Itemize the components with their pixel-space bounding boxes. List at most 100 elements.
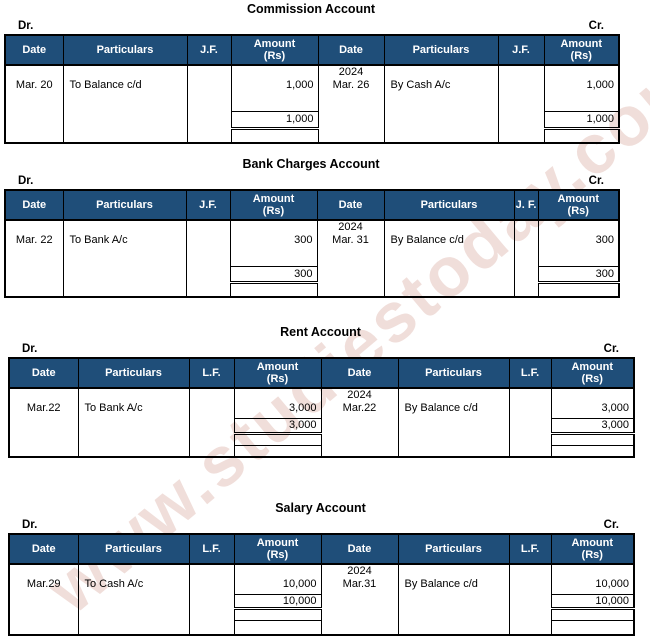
cell-blank: [508, 445, 551, 457]
header-folio-debit: J.F.: [186, 35, 231, 66]
total-row: 3,000 3,000: [9, 417, 634, 435]
credit-total: 1,000: [543, 110, 619, 130]
debit-particulars: To Balance c/d: [62, 65, 187, 111]
amount-label-line2: (Rs): [262, 205, 285, 217]
cell-blank: [317, 111, 384, 128]
debit-total: 3,000: [233, 417, 321, 435]
credit-amount: 10,000: [550, 564, 634, 594]
amount-label-line2: (Rs): [567, 205, 589, 217]
cell-blank: [188, 433, 234, 445]
cr-label: Cr.: [588, 20, 604, 32]
entry-row: Mar.29 To Cash A/c 10,000 2024 Mar.31 By …: [9, 564, 634, 594]
blank-row: [9, 433, 634, 446]
credit-particulars: By Cash A/c: [383, 65, 498, 111]
debit-date-cell: Mar.29: [9, 564, 78, 594]
cell-blank: [513, 282, 538, 297]
cell-blank: [188, 608, 234, 620]
cell-blank: [316, 282, 384, 297]
header-particulars-credit: Particulars: [383, 190, 514, 221]
cell-blank: [9, 445, 78, 457]
debit-date: Mar.22: [26, 402, 61, 414]
credit-date-cell: 2024 Mar. 26: [317, 65, 384, 111]
header-amount-debit: Amount (Rs): [233, 358, 321, 389]
header-amount-credit: Amount (Rs): [543, 35, 619, 66]
cell-blank: [320, 608, 398, 620]
credit-date-cell: 2024 Mar.31: [320, 564, 398, 594]
amount-label-line2: (Rs): [266, 373, 289, 385]
credit-total: 300: [537, 265, 619, 284]
header-amount-credit: Amount (Rs): [550, 358, 634, 389]
credit-year: 2024: [347, 565, 372, 577]
cell-blank: [77, 594, 189, 608]
cell-blank: [383, 128, 498, 143]
credit-year: 2024: [338, 221, 363, 233]
header-date-credit: Date: [317, 35, 384, 66]
cell-blank: [508, 594, 551, 608]
cell-blank: [9, 608, 78, 620]
credit-year: 2024: [347, 389, 372, 401]
dr-label: Dr.: [22, 343, 38, 355]
cell-blank: [550, 620, 634, 635]
debit-year: [10, 565, 78, 578]
total-row: 1,000 1,000: [5, 110, 619, 130]
cell-blank: [62, 111, 187, 128]
cell-blank: [186, 128, 231, 143]
debit-year: [6, 221, 63, 234]
amount-label-line1: Amount: [256, 361, 299, 373]
cell-blank: [508, 620, 551, 635]
account-title: Salary Account: [275, 501, 366, 515]
debit-date: Mar. 20: [15, 79, 53, 91]
credit-amount: 300: [537, 220, 619, 266]
cell-blank: [77, 620, 189, 635]
header-folio-debit: J.F.: [185, 190, 230, 221]
cell-blank: [230, 128, 318, 143]
credit-folio-cell: [508, 564, 551, 594]
cell-blank: [317, 128, 384, 143]
header-amount-debit: Amount (Rs): [233, 534, 321, 565]
header-particulars-credit: Particulars: [397, 534, 509, 565]
dr-label: Dr.: [22, 519, 38, 531]
cell-blank: [9, 620, 78, 635]
cell-blank: [383, 266, 514, 282]
cell-blank: [77, 433, 189, 445]
ledger-table: Date Particulars L.F. Amount (Rs) Date Pa…: [8, 533, 635, 636]
cell-blank: [62, 266, 186, 282]
header-particulars-debit: Particulars: [62, 35, 187, 66]
header-particulars-credit: Particulars: [383, 35, 498, 66]
header-date-debit: Date: [9, 358, 78, 389]
cell-blank: [497, 111, 544, 128]
entry-row: Mar. 20 To Balance c/d 1,000 2024 Mar. 26…: [5, 65, 619, 111]
credit-date: Mar.22: [342, 402, 377, 414]
header-folio-credit: L.F.: [508, 534, 551, 565]
amount-label-line1: Amount: [560, 38, 603, 50]
header-date-debit: Date: [5, 190, 63, 221]
cell-blank: [186, 111, 231, 128]
amount-label-line1: Amount: [253, 38, 296, 50]
credit-folio-cell: [513, 220, 538, 266]
cell-blank: [397, 620, 509, 635]
header-folio-debit: L.F.: [188, 358, 234, 389]
header-row: Date Particulars J.F. Amount (Rs) Date Pa…: [5, 190, 619, 221]
amount-label-line2: (Rs): [581, 373, 603, 385]
cell-blank: [5, 111, 63, 128]
debit-amount: 10,000: [233, 564, 321, 594]
cell-blank: [320, 445, 398, 457]
cell-blank: [233, 608, 321, 621]
debit-folio-cell: [186, 65, 231, 111]
debit-particulars: To Cash A/c: [77, 564, 189, 594]
cell-blank: [188, 445, 234, 457]
cell-blank: [9, 594, 78, 608]
cell-blank: [5, 282, 63, 297]
cr-label: Cr.: [603, 519, 619, 531]
dr-cr-row: Dr. Cr.: [4, 20, 618, 33]
debit-date-cell: Mar. 20: [5, 65, 63, 111]
cell-blank: [397, 418, 509, 433]
credit-date-cell: 2024 Mar. 31: [316, 220, 384, 266]
cell-blank: [77, 418, 189, 433]
cell-blank: [9, 418, 78, 433]
credit-date: Mar. 31: [332, 234, 369, 246]
cell-blank: [383, 111, 498, 128]
cell-blank: [397, 608, 509, 620]
amount-label-line1: Amount: [256, 537, 299, 549]
cell-blank: [543, 128, 619, 143]
